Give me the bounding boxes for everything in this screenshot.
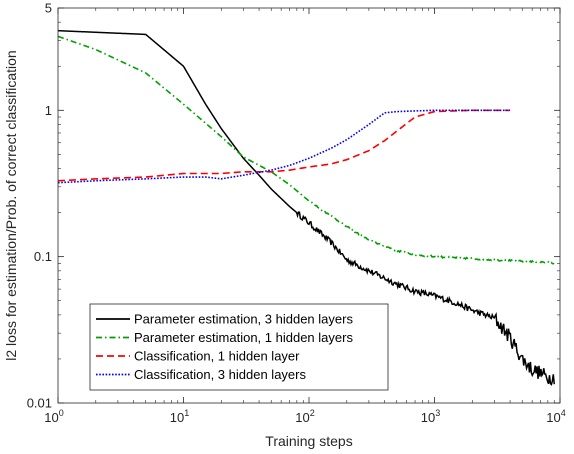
y-tick-label: 1 bbox=[45, 103, 52, 118]
y-axis-label: l2 loss for estimation/Prob. of correct … bbox=[3, 50, 19, 360]
y-tick-label: 5 bbox=[45, 1, 52, 16]
x-tick-label: 104 bbox=[546, 408, 565, 425]
x-tick-label: 102 bbox=[295, 408, 314, 425]
x-axis-label: Training steps bbox=[265, 433, 352, 449]
legend-box bbox=[89, 303, 389, 391]
series-layer bbox=[58, 29, 556, 386]
legend-entry: Parameter estimation, 3 hidden layers bbox=[134, 312, 353, 327]
legend: Parameter estimation, 3 hidden layers Par… bbox=[89, 303, 389, 391]
legend-entry: Classification, 1 hidden layer bbox=[134, 349, 300, 364]
ticks-layer: 100 101 102 103 104 0.01 0.1 1 5 bbox=[27, 1, 566, 426]
series-line bbox=[58, 109, 511, 182]
x-tick-label: 101 bbox=[170, 408, 189, 425]
series-line bbox=[58, 29, 556, 386]
y-tick-label: 0.01 bbox=[27, 396, 52, 411]
y-tick-label: 0.1 bbox=[34, 249, 52, 264]
x-tick-label: 103 bbox=[421, 408, 440, 425]
legend-entry: Parameter estimation, 1 hidden layers bbox=[134, 330, 353, 345]
series-line bbox=[58, 109, 511, 184]
series-line bbox=[58, 35, 555, 265]
legend-entry: Classification, 3 hidden layers bbox=[134, 367, 306, 382]
x-tick-label: 100 bbox=[44, 408, 63, 425]
